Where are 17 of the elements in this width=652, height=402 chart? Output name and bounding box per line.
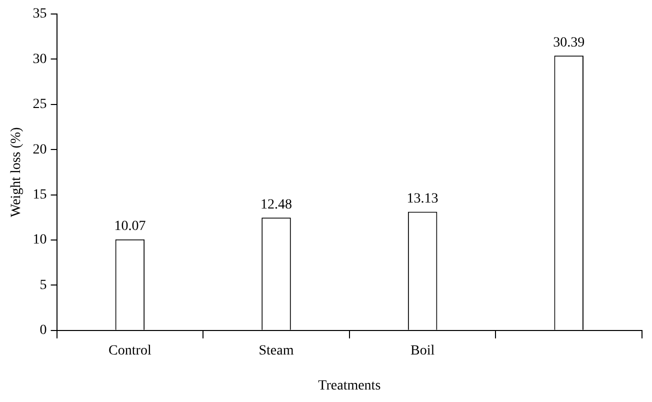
data-label: 10.07	[114, 219, 146, 234]
y-tick-label: 35	[32, 6, 47, 22]
data-label: 13.13	[406, 191, 438, 206]
y-tick-label: 5	[40, 278, 47, 293]
y-tick-label: 30	[32, 52, 47, 67]
y-tick-label: 15	[32, 187, 47, 202]
x-axis-title: Treatments	[318, 378, 381, 394]
x-tick-label: Control	[108, 343, 152, 358]
data-label: 30.39	[553, 35, 585, 50]
data-label: 12.48	[260, 197, 292, 212]
y-tick-label: 25	[32, 97, 47, 112]
y-tick-label: 20	[32, 142, 47, 158]
y-axis-title: Weight loss (%)	[9, 126, 24, 218]
y-tick-label: 10	[32, 232, 47, 248]
x-tick-label: Steam	[258, 343, 294, 358]
y-tick-label: 0	[40, 323, 47, 338]
x-tick-label: Boil	[410, 343, 435, 358]
